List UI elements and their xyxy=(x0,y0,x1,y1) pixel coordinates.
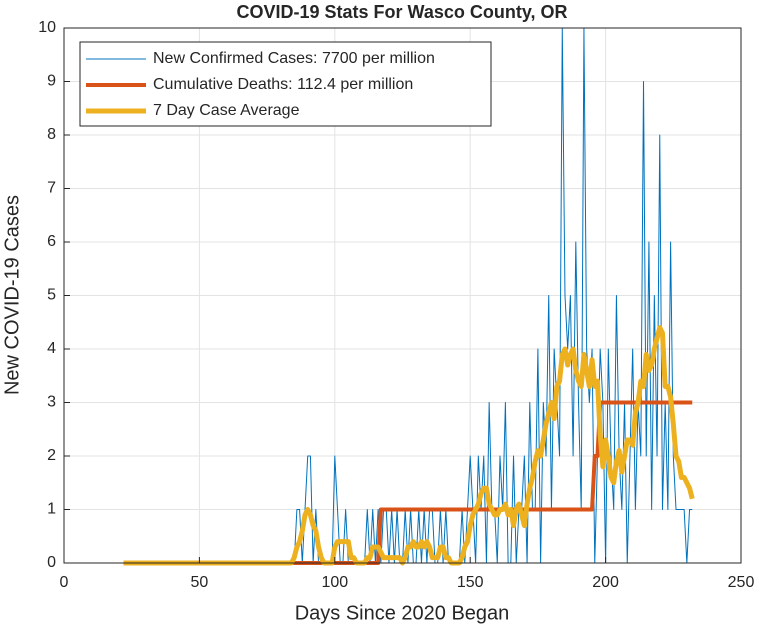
x-axis-label: Days Since 2020 Began xyxy=(295,602,510,624)
legend: New Confirmed Cases: 7700 per million Cum… xyxy=(79,41,492,127)
x-tick-label: 150 xyxy=(457,574,484,591)
y-tick-label: 6 xyxy=(47,233,56,250)
legend-label: New Confirmed Cases: 7700 per million xyxy=(153,50,435,67)
legend-label: 7 Day Case Average xyxy=(153,102,300,119)
y-tick-label: 1 xyxy=(47,501,56,518)
x-tick-label: 200 xyxy=(592,574,619,591)
y-tick-label: 4 xyxy=(47,340,56,357)
y-tick-label: 9 xyxy=(47,73,56,90)
y-axis-label: New COVID-19 Cases xyxy=(1,195,23,395)
y-tick-label: 2 xyxy=(47,447,56,464)
x-tick-label: 50 xyxy=(191,574,209,591)
y-tick-label: 5 xyxy=(47,287,56,304)
y-tick-label: 3 xyxy=(47,394,56,411)
y-tick-label: 10 xyxy=(38,19,56,36)
y-tick-label: 8 xyxy=(47,126,56,143)
x-tick-label: 250 xyxy=(728,574,755,591)
y-tick-label: 7 xyxy=(47,180,56,197)
chart-title: COVID-19 Stats For Wasco County, OR xyxy=(236,2,567,22)
x-tick-label: 100 xyxy=(321,574,348,591)
y-tick-label: 0 xyxy=(47,554,56,571)
legend-label: Cumulative Deaths: 112.4 per million xyxy=(153,76,413,93)
x-tick-label: 0 xyxy=(60,574,69,591)
legend-box xyxy=(79,41,492,127)
